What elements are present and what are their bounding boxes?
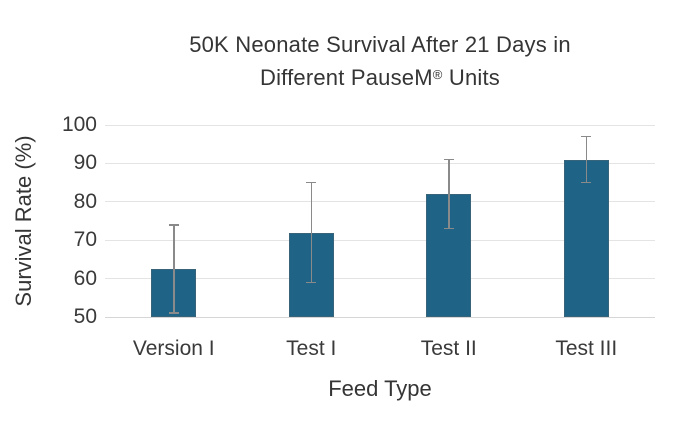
y-axis-ticks: 50 60 70 80 90 100 xyxy=(0,0,97,438)
x-axis-title: Feed Type xyxy=(328,376,432,401)
x-tick-label-version-i: Version I xyxy=(132,337,215,360)
y-tick-label-90: 90 xyxy=(73,151,97,175)
gridline-80 xyxy=(105,201,655,203)
error-bar-test-ii xyxy=(448,159,450,229)
y-tick-label-100: 100 xyxy=(61,113,97,136)
error-cap-top-version-i xyxy=(168,224,179,226)
y-tick-label-80: 80 xyxy=(73,189,97,213)
error-cap-top-test-i xyxy=(306,181,317,184)
gridline-60 xyxy=(105,278,655,280)
x-tick-label-test-ii: Test II xyxy=(420,337,477,360)
chart-title-line2: Different PauseM xyxy=(260,65,433,90)
error-cap-bottom-test-i xyxy=(306,281,317,284)
y-tick-label-60: 60 xyxy=(73,266,97,290)
error-cap-bottom-test-iii xyxy=(581,181,592,184)
y-tick-label-50: 50 xyxy=(73,305,97,328)
registered-trademark-symbol: ® xyxy=(432,67,443,82)
error-cap-bottom-version-i xyxy=(168,312,179,314)
chart-title: 50K Neonate Survival After 21 Days in Di… xyxy=(105,30,655,93)
error-cap-bottom-test-ii xyxy=(443,227,454,230)
error-cap-top-test-ii xyxy=(443,158,454,161)
chart-title-line1: 50K Neonate Survival After 21 Days in xyxy=(189,32,571,57)
gridline-50 xyxy=(105,316,655,318)
x-axis-ticks: Version I Test I Test II Test III xyxy=(105,336,655,362)
bar-test-iii xyxy=(563,159,609,317)
error-bar-test-i xyxy=(310,182,312,283)
error-bar-version-i xyxy=(173,224,175,314)
x-tick-label-test-iii: Test III xyxy=(555,337,618,360)
error-cap-top-test-iii xyxy=(581,135,592,138)
gridline-70 xyxy=(105,239,655,241)
y-tick-label-70: 70 xyxy=(73,228,97,252)
gridline-100 xyxy=(105,124,655,126)
chart-title-line2-suffix: Units xyxy=(442,65,500,90)
x-tick-label-test-i: Test I xyxy=(286,337,337,360)
plot-area xyxy=(105,124,655,318)
gridline-90 xyxy=(105,162,655,164)
error-bar-test-iii xyxy=(585,136,587,183)
